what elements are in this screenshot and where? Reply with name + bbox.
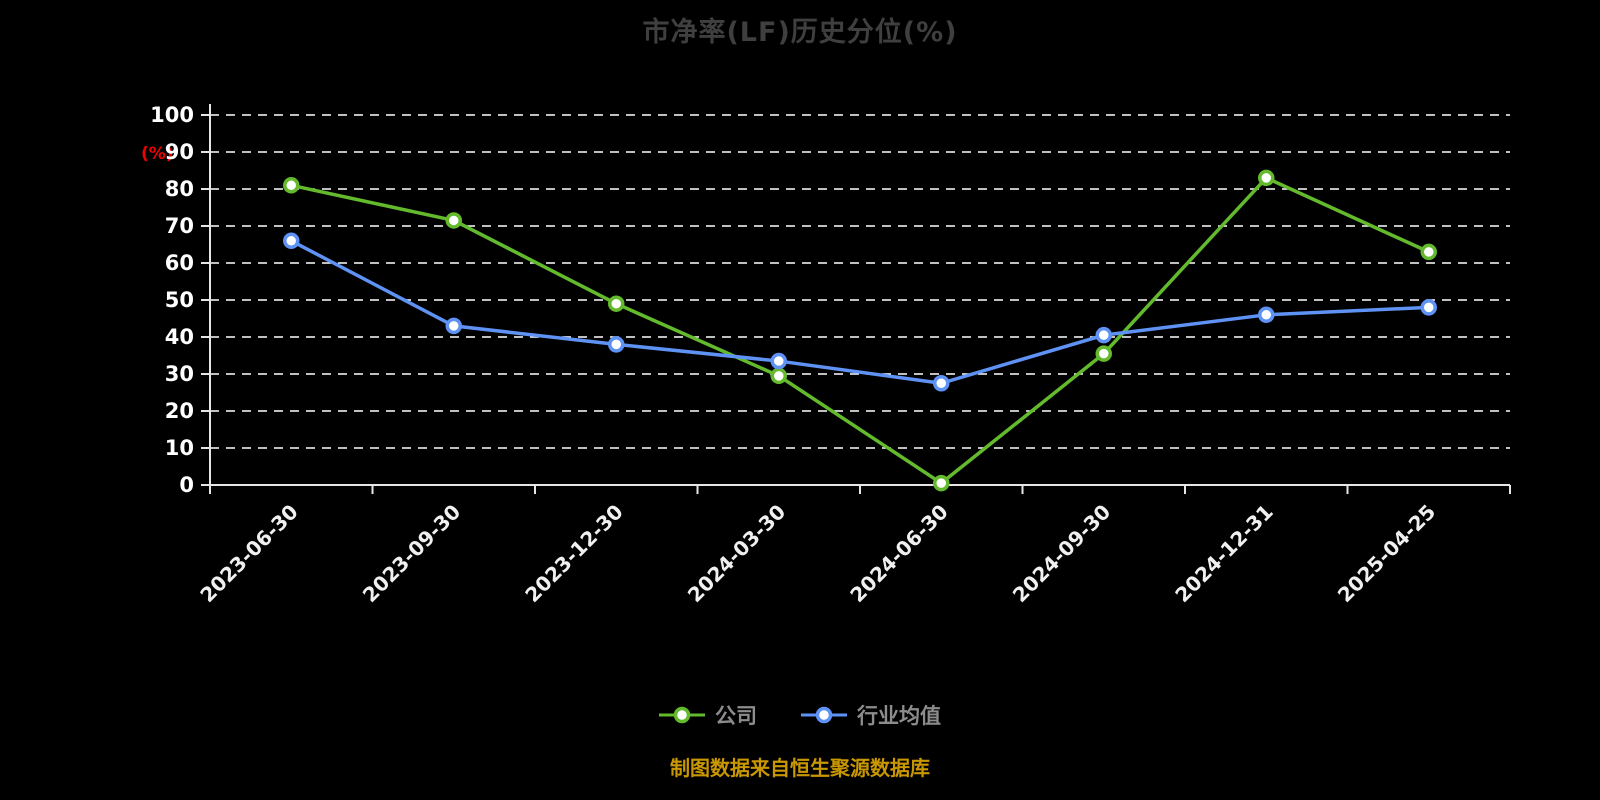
- svg-text:90: 90: [165, 140, 194, 164]
- svg-text:50: 50: [165, 288, 194, 312]
- company-series-marker-icon: [659, 706, 705, 724]
- svg-text:60: 60: [165, 251, 194, 275]
- svg-text:80: 80: [165, 177, 194, 201]
- legend: 公司 行业均值: [0, 700, 1600, 730]
- svg-text:2024-06-30: 2024-06-30: [845, 500, 952, 607]
- svg-text:2024-09-30: 2024-09-30: [1008, 500, 1115, 607]
- data-source-note: 制图数据来自恒生聚源数据库: [670, 756, 930, 780]
- svg-text:100: 100: [150, 103, 194, 127]
- chart-canvas: 0 10 20 30 40 50 60 70 80 90 100 2023-06-30 2023-09-…: [150, 103, 1511, 607]
- svg-text:2023-09-30: 2023-09-30: [358, 500, 465, 607]
- y-axis-unit-label: (%): [141, 144, 174, 164]
- svg-text:2023-06-30: 2023-06-30: [195, 500, 302, 607]
- svg-text:40: 40: [165, 325, 194, 349]
- industry-series-marker-icon: [801, 706, 847, 724]
- svg-text:10: 10: [165, 436, 194, 460]
- svg-text:70: 70: [165, 214, 194, 238]
- svg-text:30: 30: [165, 362, 194, 386]
- legend-item-company[interactable]: 公司: [659, 700, 757, 730]
- legend-item-industry-average[interactable]: 行业均值: [801, 700, 941, 730]
- chart-title: 市净率(LF)历史分位(%): [642, 17, 958, 48]
- svg-text:0: 0: [179, 473, 194, 497]
- legend-label-industry-average: 行业均值: [857, 704, 941, 728]
- svg-text:2024-12-31: 2024-12-31: [1170, 500, 1277, 607]
- svg-text:2025-04-25: 2025-04-25: [1333, 500, 1440, 607]
- svg-text:2024-03-30: 2024-03-30: [683, 500, 790, 607]
- svg-text:20: 20: [165, 399, 194, 423]
- legend-label-company: 公司: [715, 704, 757, 728]
- svg-text:2023-12-30: 2023-12-30: [520, 500, 627, 607]
